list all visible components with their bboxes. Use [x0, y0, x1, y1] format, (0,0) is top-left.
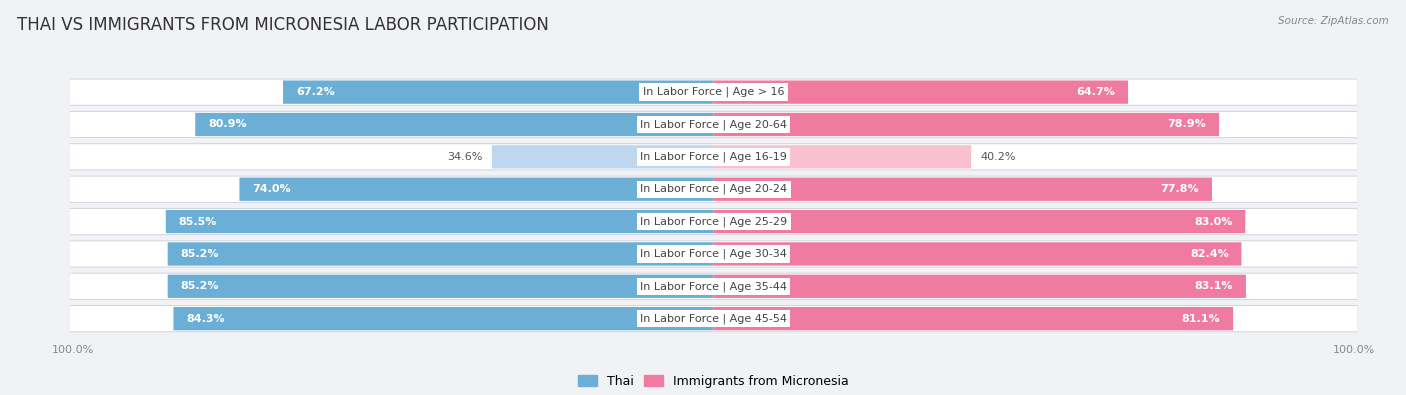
Text: In Labor Force | Age 16-19: In Labor Force | Age 16-19 — [640, 152, 787, 162]
Text: 84.3%: 84.3% — [186, 314, 225, 324]
FancyBboxPatch shape — [70, 111, 1357, 138]
Text: Source: ZipAtlas.com: Source: ZipAtlas.com — [1278, 16, 1389, 26]
Text: In Labor Force | Age 20-64: In Labor Force | Age 20-64 — [640, 119, 787, 130]
FancyBboxPatch shape — [70, 112, 1357, 137]
FancyBboxPatch shape — [492, 145, 713, 169]
Text: In Labor Force | Age 20-24: In Labor Force | Age 20-24 — [640, 184, 787, 194]
FancyBboxPatch shape — [70, 176, 1357, 203]
Text: 77.8%: 77.8% — [1160, 184, 1199, 194]
FancyBboxPatch shape — [713, 178, 1212, 201]
FancyBboxPatch shape — [70, 144, 1357, 169]
FancyBboxPatch shape — [70, 209, 1357, 234]
FancyBboxPatch shape — [173, 307, 713, 330]
FancyBboxPatch shape — [70, 177, 1357, 202]
FancyBboxPatch shape — [713, 81, 1128, 104]
Text: In Labor Force | Age 45-54: In Labor Force | Age 45-54 — [640, 313, 787, 324]
Text: In Labor Force | Age 35-44: In Labor Force | Age 35-44 — [640, 281, 787, 292]
FancyBboxPatch shape — [70, 306, 1357, 331]
Text: 81.1%: 81.1% — [1181, 314, 1220, 324]
FancyBboxPatch shape — [713, 275, 1246, 298]
FancyBboxPatch shape — [713, 242, 1241, 265]
Text: 82.4%: 82.4% — [1189, 249, 1229, 259]
Text: 85.2%: 85.2% — [180, 249, 219, 259]
FancyBboxPatch shape — [166, 210, 713, 233]
Text: 85.5%: 85.5% — [179, 216, 217, 227]
FancyBboxPatch shape — [70, 79, 1357, 106]
FancyBboxPatch shape — [70, 273, 1357, 300]
Text: In Labor Force | Age 25-29: In Labor Force | Age 25-29 — [640, 216, 787, 227]
Text: 74.0%: 74.0% — [252, 184, 291, 194]
Text: 83.1%: 83.1% — [1195, 281, 1233, 291]
Text: 78.9%: 78.9% — [1167, 120, 1206, 130]
FancyBboxPatch shape — [283, 81, 713, 104]
FancyBboxPatch shape — [70, 274, 1357, 299]
Text: In Labor Force | Age > 16: In Labor Force | Age > 16 — [643, 87, 785, 98]
Text: THAI VS IMMIGRANTS FROM MICRONESIA LABOR PARTICIPATION: THAI VS IMMIGRANTS FROM MICRONESIA LABOR… — [17, 16, 548, 34]
Text: In Labor Force | Age 30-34: In Labor Force | Age 30-34 — [640, 249, 787, 259]
FancyBboxPatch shape — [70, 305, 1357, 332]
FancyBboxPatch shape — [70, 208, 1357, 235]
Text: 80.9%: 80.9% — [208, 120, 246, 130]
Text: 85.2%: 85.2% — [180, 281, 219, 291]
Text: 67.2%: 67.2% — [295, 87, 335, 97]
Legend: Thai, Immigrants from Micronesia: Thai, Immigrants from Micronesia — [574, 370, 853, 393]
FancyBboxPatch shape — [713, 113, 1219, 136]
FancyBboxPatch shape — [70, 241, 1357, 267]
FancyBboxPatch shape — [70, 143, 1357, 171]
FancyBboxPatch shape — [239, 178, 713, 201]
FancyBboxPatch shape — [713, 210, 1246, 233]
FancyBboxPatch shape — [167, 275, 713, 298]
FancyBboxPatch shape — [70, 79, 1357, 105]
Text: 64.7%: 64.7% — [1077, 87, 1115, 97]
FancyBboxPatch shape — [195, 113, 713, 136]
FancyBboxPatch shape — [713, 145, 972, 169]
FancyBboxPatch shape — [167, 242, 713, 265]
FancyBboxPatch shape — [70, 240, 1357, 267]
Text: 83.0%: 83.0% — [1194, 216, 1233, 227]
FancyBboxPatch shape — [713, 307, 1233, 330]
Text: 40.2%: 40.2% — [981, 152, 1017, 162]
Text: 34.6%: 34.6% — [447, 152, 482, 162]
